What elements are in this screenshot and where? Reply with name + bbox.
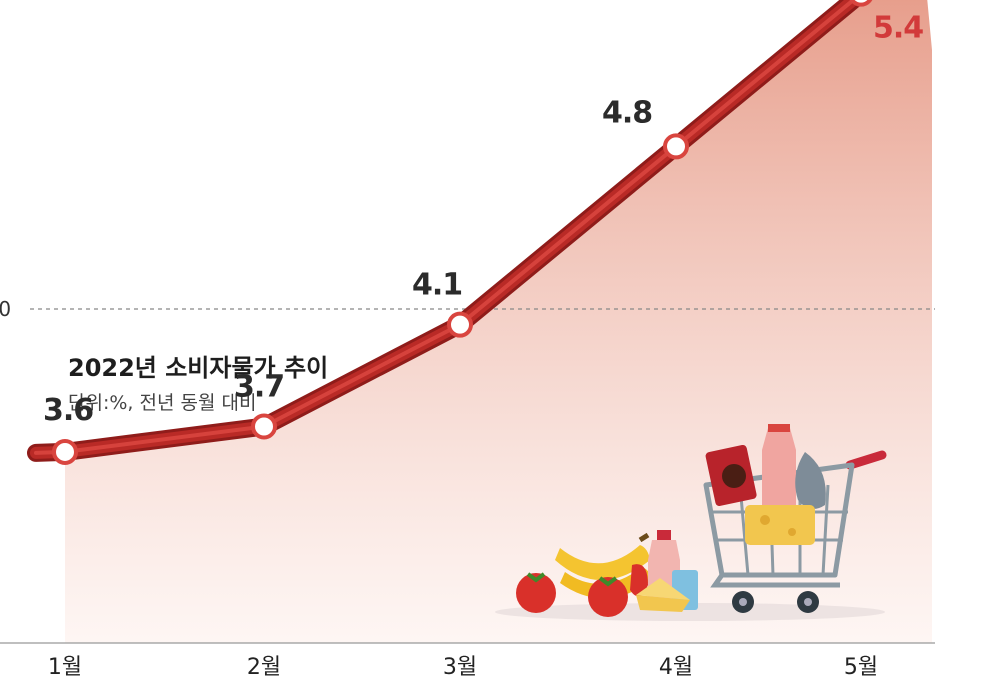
bananas-icon: [555, 532, 652, 599]
value-label-5: 5.4: [873, 11, 923, 46]
data-points: [52, 0, 873, 465]
shopping-cart-icon: [703, 424, 887, 613]
value-label-1: 3.6: [43, 393, 93, 428]
data-point-5: [849, 0, 873, 7]
chart-subtitle: 단위:%, 전년 동월 대비: [68, 392, 256, 414]
x-tick-label-1: 1월: [48, 655, 82, 680]
value-labels: 3.6 3.7 4.1 4.8 5.4: [43, 11, 924, 428]
cheese-icon: [636, 578, 690, 612]
groceries-illustration: [495, 424, 887, 621]
x-tick-label-5: 5월: [844, 655, 878, 680]
x-tick-label-2: 2월: [247, 655, 281, 680]
x-tick-label-3: 3월: [443, 655, 477, 680]
tomato-icon: [516, 564, 648, 617]
value-label-4: 4.8: [602, 95, 652, 130]
data-point-4: [663, 133, 689, 160]
chart-title: 2022년 소비자물가 추이: [68, 354, 328, 382]
data-point-3: [447, 311, 473, 338]
area-fill: [65, 0, 932, 643]
value-label-3: 4.1: [412, 268, 462, 303]
data-point-1: [52, 438, 78, 465]
x-tick-label-4: 4월: [659, 655, 693, 680]
value-label-2: 3.7: [234, 369, 284, 404]
data-point-2: [251, 413, 277, 440]
x-tick-labels: 1월 2월 3월 4월 5월: [48, 655, 878, 680]
reference-line-label: .0: [0, 297, 11, 321]
